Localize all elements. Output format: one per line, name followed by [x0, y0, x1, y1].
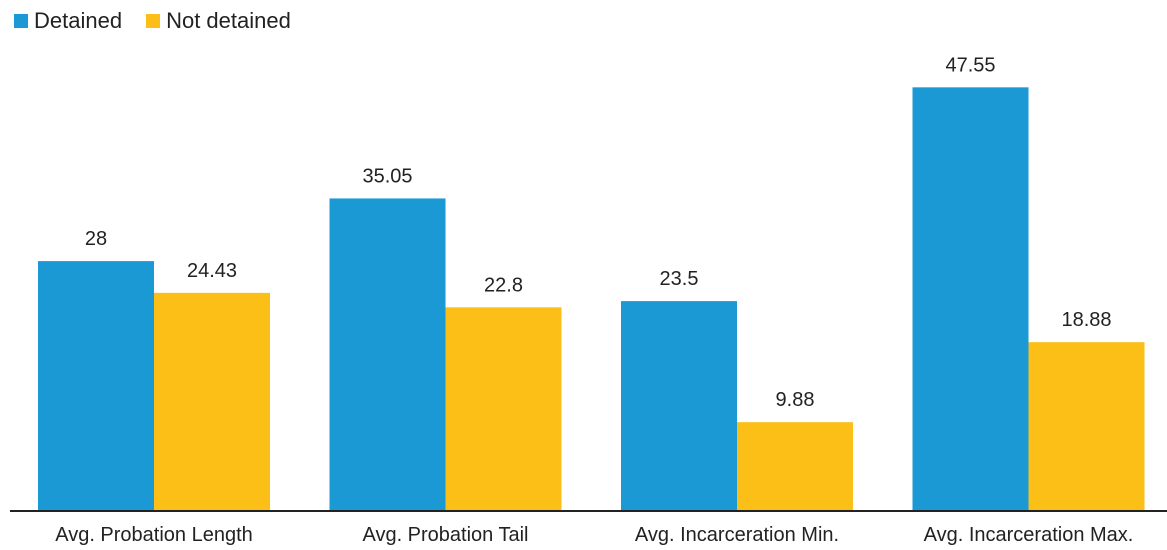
bar-detained-3 [912, 87, 1029, 510]
legend-label-not-detained: Not detained [166, 8, 291, 33]
data-label-detained-3: 47.55 [945, 54, 995, 76]
legend-item-detained: Detained [14, 8, 122, 34]
bar-detained-2 [621, 301, 737, 510]
data-label-detained-0: 28 [85, 228, 107, 250]
data-label-not-detained-1: 22.8 [484, 274, 523, 296]
category-label-1: Avg. Probation Tail [362, 524, 528, 546]
bar-not-detained-3 [1028, 342, 1145, 510]
data-label-not-detained-0: 24.43 [187, 260, 237, 282]
legend-item-not-detained: Not detained [146, 8, 291, 34]
category-label-2: Avg. Incarceration Min. [635, 524, 839, 546]
chart-legend: Detained Not detained [14, 8, 315, 34]
bar-not-detained-2 [737, 422, 853, 510]
bar-detained-1 [329, 198, 446, 510]
bar-not-detained-0 [154, 292, 270, 510]
category-label-0: Avg. Probation Length [55, 524, 253, 546]
data-label-not-detained-3: 18.88 [1061, 309, 1111, 331]
data-label-detained-2: 23.5 [660, 268, 699, 290]
legend-swatch-not-detained [146, 14, 161, 28]
bar-not-detained-1 [445, 307, 562, 510]
category-label-3: Avg. Incarceration Max. [924, 524, 1134, 546]
bar-detained-0 [38, 261, 154, 510]
data-label-not-detained-2: 9.88 [776, 389, 815, 411]
legend-label-detained: Detained [34, 8, 123, 33]
legend-swatch-detained [14, 14, 28, 28]
data-label-detained-1: 35.05 [362, 165, 412, 187]
